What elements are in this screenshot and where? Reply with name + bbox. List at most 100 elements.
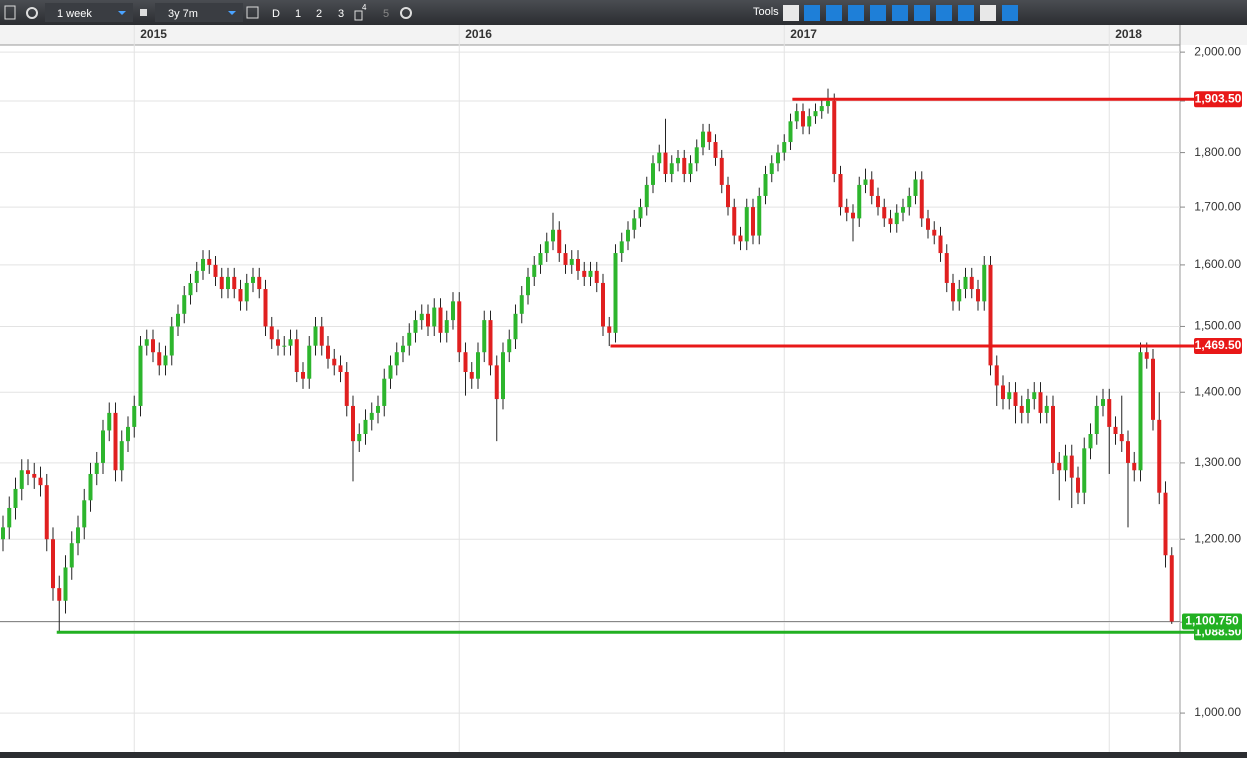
candle-body bbox=[1, 527, 5, 540]
candle-body bbox=[469, 372, 474, 379]
candle-body bbox=[944, 253, 949, 283]
candle-body bbox=[851, 212, 855, 219]
candle-body bbox=[913, 179, 918, 196]
candle-body bbox=[663, 152, 668, 175]
candle-body bbox=[994, 365, 999, 386]
candle-body bbox=[807, 116, 812, 127]
candle-body bbox=[94, 462, 99, 474]
tool-button[interactable] bbox=[914, 5, 930, 21]
tool-button[interactable] bbox=[980, 5, 996, 21]
candle-body bbox=[88, 473, 93, 501]
candle-body bbox=[707, 131, 712, 143]
candle-body bbox=[1007, 392, 1012, 400]
candle-body bbox=[76, 527, 80, 544]
tool-button[interactable] bbox=[804, 5, 820, 21]
candle-body bbox=[744, 207, 749, 242]
candle-body bbox=[338, 365, 343, 373]
candle-body bbox=[644, 184, 649, 208]
candle-body bbox=[544, 241, 549, 254]
candle-body bbox=[326, 345, 330, 359]
tool-button[interactable] bbox=[892, 5, 908, 21]
candle-body bbox=[157, 352, 162, 366]
candle-body bbox=[726, 184, 730, 208]
interval-select[interactable] bbox=[45, 3, 133, 22]
period-button[interactable]: 2 bbox=[316, 8, 322, 20]
candle-body bbox=[63, 567, 68, 601]
candle-body bbox=[194, 270, 199, 283]
settings-button[interactable] bbox=[26, 7, 38, 19]
settings-button[interactable] bbox=[400, 7, 412, 19]
candle-body bbox=[676, 157, 680, 164]
candle-body bbox=[357, 433, 362, 442]
candle-body bbox=[101, 430, 105, 463]
candle-body bbox=[463, 352, 468, 373]
candle-body bbox=[282, 345, 287, 347]
candle-body bbox=[826, 101, 830, 107]
x-tick-label: 2015 bbox=[140, 27, 167, 41]
candle-body bbox=[438, 307, 443, 333]
candle-body bbox=[251, 276, 255, 283]
candle-body bbox=[519, 295, 524, 314]
tool-button[interactable] bbox=[783, 5, 799, 21]
period-button[interactable]: 3 bbox=[338, 8, 344, 20]
period-button[interactable]: D bbox=[272, 8, 280, 20]
tool-button[interactable] bbox=[958, 5, 974, 21]
candle-body bbox=[288, 339, 293, 346]
candle-body bbox=[307, 345, 312, 379]
candle-body bbox=[1013, 392, 1018, 406]
candle-body bbox=[888, 218, 893, 225]
candle-body bbox=[882, 207, 887, 219]
period-button[interactable]: 5 bbox=[383, 8, 389, 20]
candle-body bbox=[1126, 441, 1130, 463]
candle-body bbox=[951, 282, 955, 302]
candle-body bbox=[1063, 455, 1068, 471]
candle-body bbox=[1157, 419, 1162, 493]
period-icon[interactable] bbox=[354, 10, 363, 21]
candle-body bbox=[144, 339, 149, 346]
level-label: 1,469.50 bbox=[1195, 338, 1242, 352]
candle-body bbox=[751, 207, 755, 236]
candle-body bbox=[588, 270, 593, 277]
candle-body bbox=[838, 174, 843, 208]
candle-body bbox=[632, 218, 637, 230]
candle-body bbox=[738, 235, 743, 242]
candle-body bbox=[682, 157, 687, 175]
candle-body bbox=[313, 326, 318, 346]
candle-body bbox=[1138, 352, 1143, 471]
candle-body bbox=[619, 241, 624, 254]
candle-body bbox=[1057, 462, 1062, 471]
candle-body bbox=[426, 313, 430, 327]
candle-body bbox=[582, 270, 587, 277]
candle-body bbox=[769, 163, 774, 175]
candle-body bbox=[1082, 448, 1087, 493]
candle-body bbox=[876, 195, 880, 208]
level-label: 1,903.50 bbox=[1195, 91, 1242, 105]
candle-body bbox=[713, 142, 718, 158]
candle-body bbox=[988, 264, 993, 366]
candle-body bbox=[757, 195, 762, 236]
candle-body bbox=[119, 441, 124, 471]
menu-button[interactable] bbox=[4, 5, 16, 20]
y-tick-label: 1,800.00 bbox=[1194, 145, 1241, 159]
tool-button[interactable] bbox=[936, 5, 952, 21]
tool-button[interactable] bbox=[1002, 5, 1018, 21]
period-button[interactable]: 1 bbox=[295, 8, 301, 20]
candle-body bbox=[1113, 426, 1118, 434]
candle-body bbox=[963, 276, 968, 290]
tool-button[interactable] bbox=[826, 5, 842, 21]
current-price-label: 1,100.750 bbox=[1185, 614, 1239, 628]
calendar-button[interactable] bbox=[246, 6, 259, 19]
candle-body bbox=[788, 121, 793, 143]
candle-body bbox=[926, 218, 930, 230]
candle-body bbox=[532, 264, 537, 277]
tool-button[interactable] bbox=[870, 5, 886, 21]
tool-button[interactable] bbox=[848, 5, 864, 21]
range-select[interactable] bbox=[155, 3, 243, 22]
y-tick-label: 1,700.00 bbox=[1194, 199, 1241, 213]
candle-body bbox=[651, 163, 655, 185]
candle-body bbox=[319, 326, 324, 346]
candle-body bbox=[238, 289, 243, 302]
lock-button[interactable] bbox=[140, 9, 147, 16]
candle-body bbox=[1026, 399, 1030, 413]
candle-body bbox=[801, 111, 805, 127]
